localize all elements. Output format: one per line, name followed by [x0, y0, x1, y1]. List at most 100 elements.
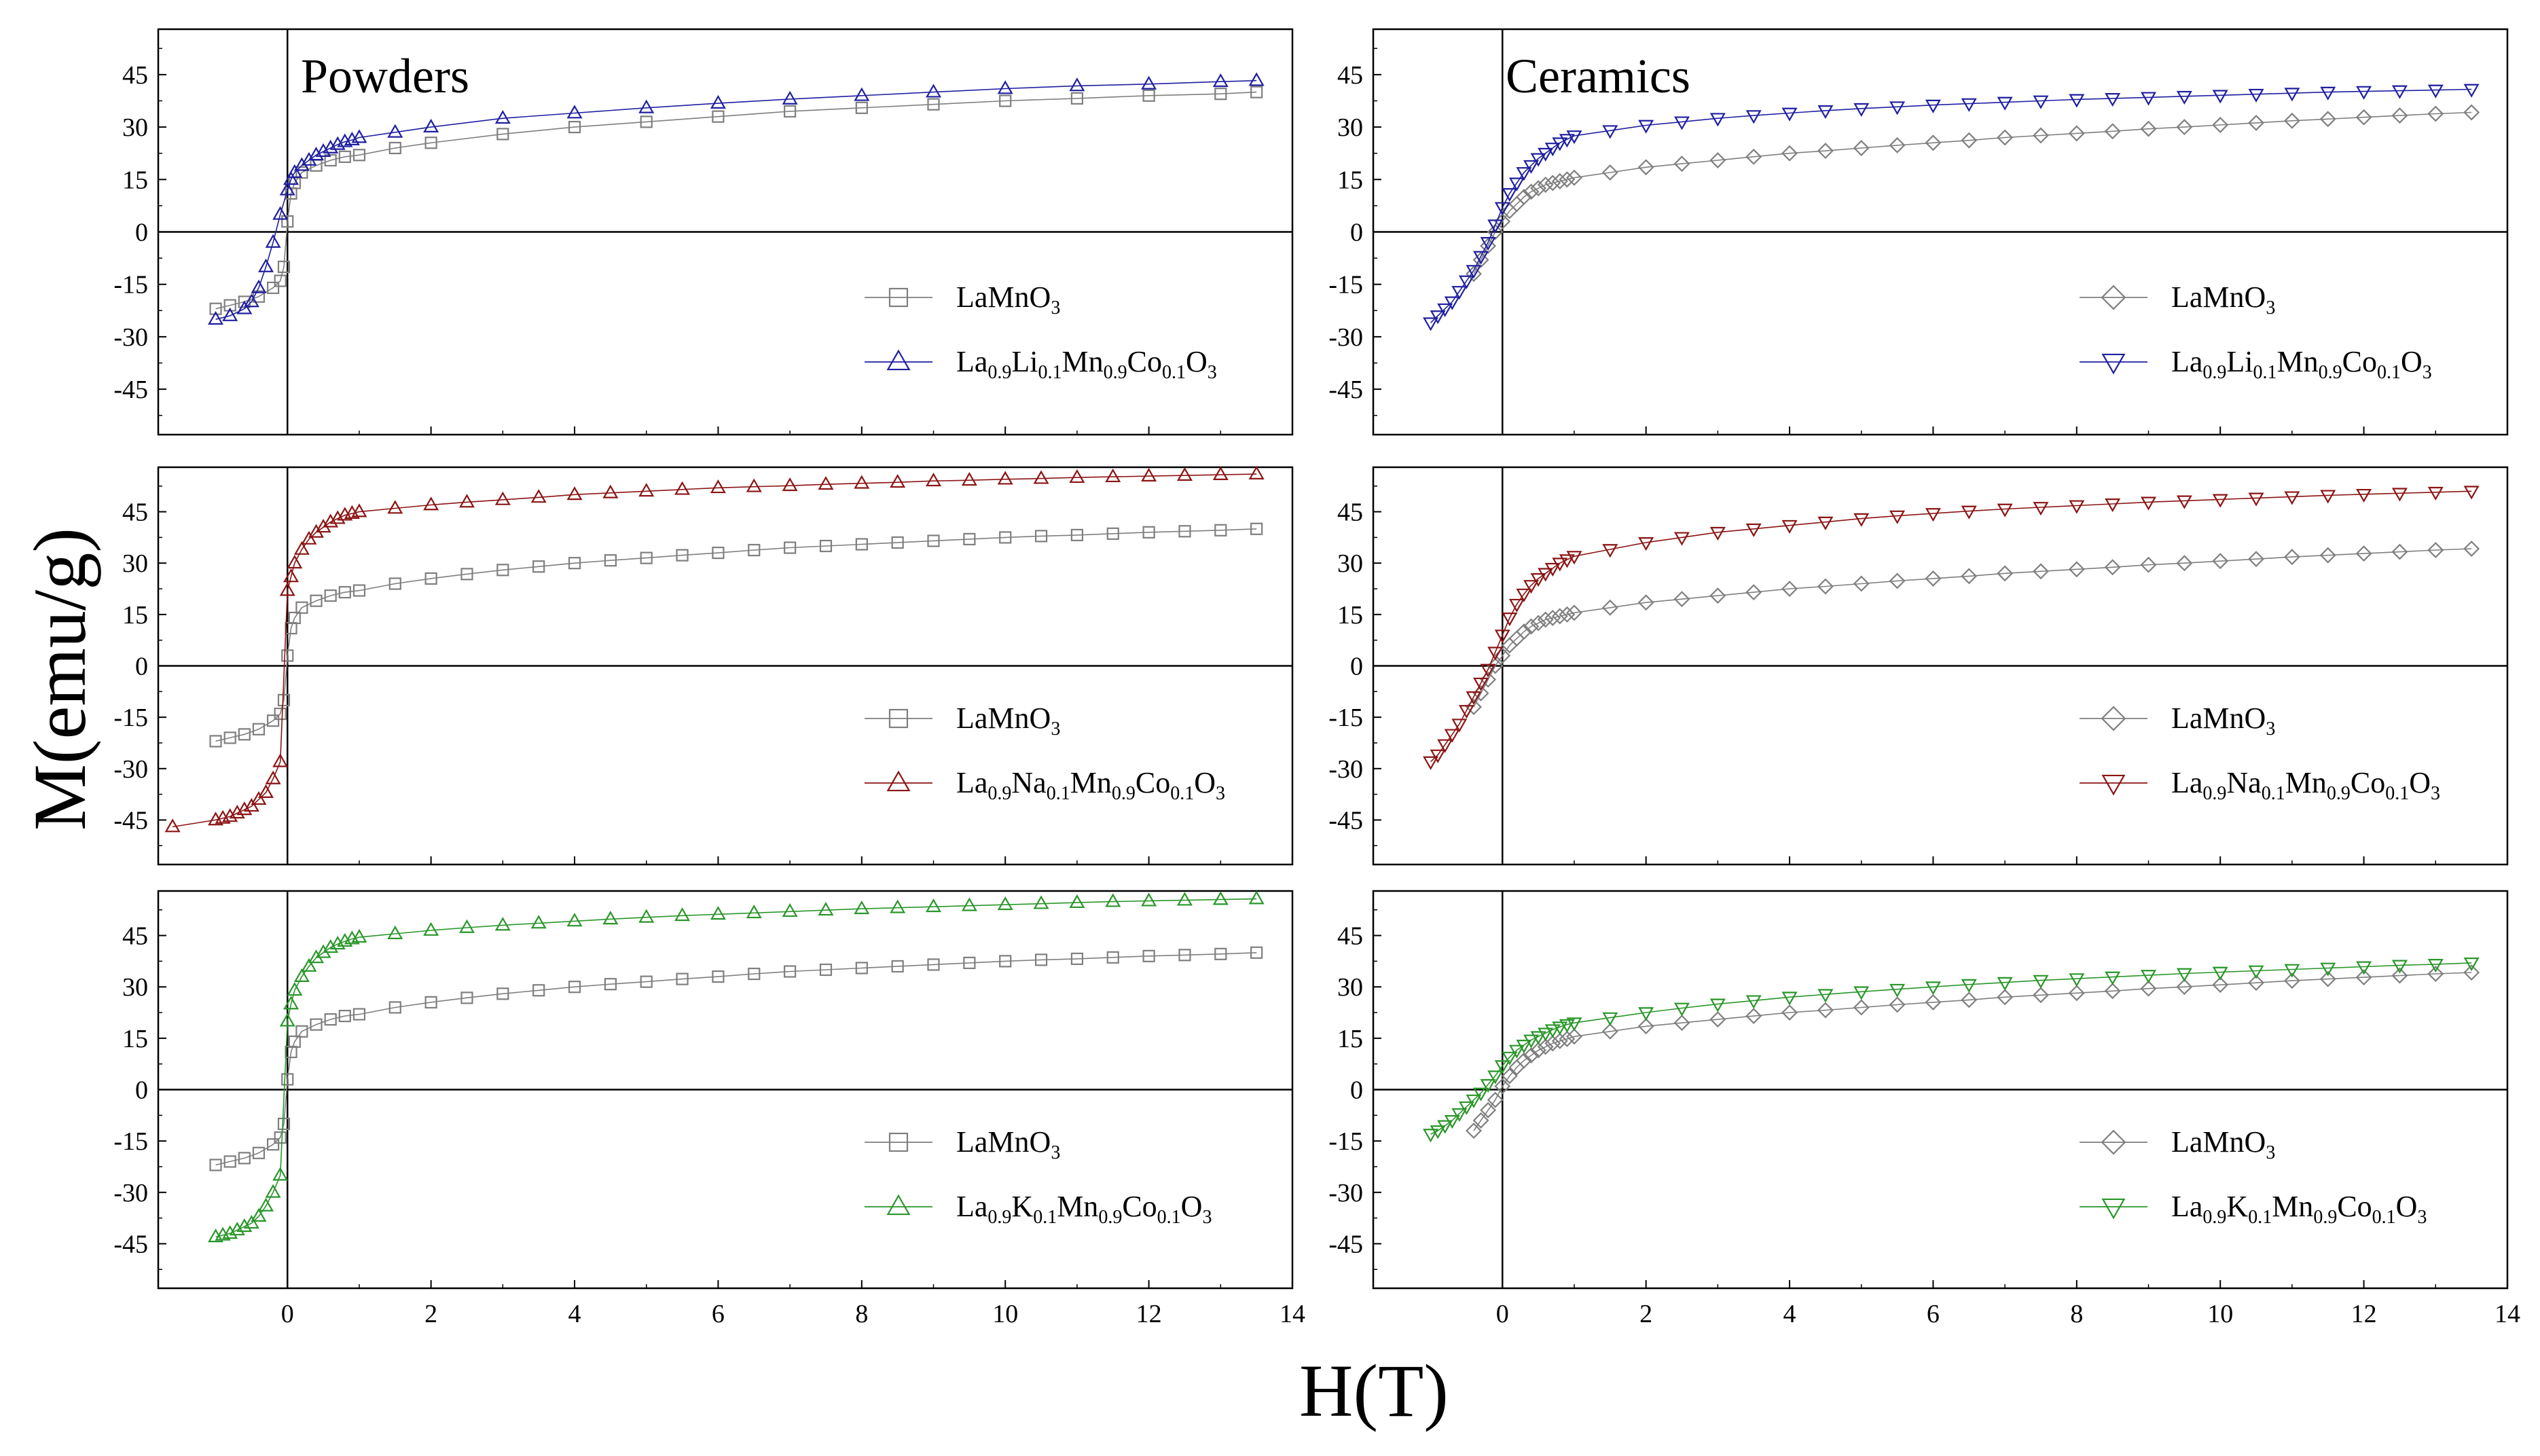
data-point: [2248, 965, 2264, 979]
data-point: [1637, 159, 1654, 176]
data-point: [1069, 77, 1085, 92]
data-point: [1997, 96, 2013, 111]
data-point: [338, 1009, 351, 1023]
legend-label: LaMnO3: [956, 280, 1060, 318]
y-tick-label: -15: [113, 1127, 148, 1156]
data-point: [352, 584, 366, 597]
data-point: [236, 300, 253, 314]
data-point: [1997, 989, 2014, 1006]
data-point: [1961, 568, 1978, 585]
data-point: [1530, 1031, 1546, 1045]
data-point: [1925, 99, 1941, 113]
data-point: [1451, 1108, 1468, 1123]
panel-title: Ceramics: [1506, 49, 1690, 103]
data-point: [329, 136, 346, 150]
data-point: [1638, 537, 1654, 551]
series-reference: [1466, 964, 2480, 1139]
data-point: [1817, 989, 1834, 1003]
data-point: [1502, 1051, 1518, 1066]
data-point: [2104, 983, 2121, 1000]
data-point: [223, 299, 236, 312]
data-point: [1473, 1087, 1489, 1102]
panel-ceramics-na: -45 -30 -15 0 15 30 45 LaMnO3 La0.9Na0.1Mn0.9Co0…: [1328, 466, 2509, 866]
data-point: [712, 546, 725, 560]
data-point: [927, 534, 940, 547]
data-point: [2176, 495, 2192, 509]
y-tick-label: 30: [1337, 113, 1363, 142]
data-point: [1494, 1060, 1510, 1074]
data-point: [164, 818, 181, 833]
data-point: [1544, 1035, 1561, 1052]
legend-marker: [2101, 774, 2126, 796]
y-tick-label: -45: [113, 1230, 148, 1258]
data-point: [1105, 893, 1121, 907]
data-point: [1250, 946, 1263, 959]
data-point: [1451, 718, 1468, 733]
y-tick-label: 15: [122, 601, 148, 630]
data-point: [1508, 177, 1525, 192]
data-point: [1601, 164, 1618, 181]
y-tick-label: -30: [1328, 323, 1363, 352]
y-tick-label: -45: [113, 376, 148, 404]
data-point: [458, 494, 475, 508]
data-point: [1853, 513, 1870, 527]
y-tick-label: -45: [113, 806, 148, 835]
data-point: [604, 978, 617, 991]
y-tick-label: -30: [1328, 755, 1363, 784]
data-point: [272, 1167, 289, 1181]
y-tick-label: 15: [1337, 601, 1363, 630]
data-point: [1565, 604, 1582, 621]
data-point: [1466, 1123, 1482, 1139]
data-point: [927, 98, 940, 111]
data-point: [1487, 219, 1504, 234]
panel-ceramics-k: -45 -30 -15 0 15 30 45 0 2 4 6 8 10 12 14 LaMnO3 La0.9K0…: [1328, 890, 2520, 1328]
data-point: [1212, 466, 1229, 480]
data-point: [1523, 1047, 1540, 1064]
y-tick-label: -30: [1328, 1179, 1363, 1207]
data-point: [338, 150, 351, 163]
data-point: [243, 293, 259, 308]
data-point: [963, 956, 976, 970]
data-point: [961, 897, 977, 911]
data-point: [1214, 947, 1227, 960]
data-point: [1516, 1040, 1532, 1054]
data-point: [1781, 581, 1798, 597]
data-point: [2212, 966, 2228, 981]
data-point: [351, 928, 367, 943]
legend-label: La0.9K0.1Mn0.9Co0.1O3: [956, 1190, 1212, 1228]
data-point: [258, 258, 274, 272]
legend-label: La0.9Na0.1Mn0.9Co0.1O3: [2171, 766, 2440, 804]
data-point: [2391, 488, 2408, 502]
data-point: [1961, 991, 1978, 1008]
data-point: [2463, 958, 2480, 972]
data-point: [818, 475, 834, 490]
data-point: [1033, 895, 1049, 909]
data-point: [1566, 130, 1582, 145]
data-point: [458, 919, 475, 933]
data-point: [854, 475, 870, 489]
data-point: [229, 1222, 245, 1236]
data-point: [272, 206, 289, 220]
data-point: [1487, 223, 1504, 240]
y-tick-label: 45: [122, 498, 148, 527]
series-line: [215, 528, 1257, 742]
data-point: [999, 955, 1012, 968]
data-point: [674, 907, 691, 922]
data-point: [2248, 492, 2264, 507]
data-point: [1745, 1008, 1762, 1025]
data-point: [1516, 167, 1532, 181]
series-line: [172, 473, 1257, 828]
data-point: [2463, 541, 2480, 557]
data-point: [1673, 156, 1690, 172]
data-point: [252, 723, 266, 735]
data-point: [1141, 467, 1157, 482]
y-tick-label: -30: [113, 755, 148, 784]
data-point: [1451, 286, 1468, 300]
data-point: [1141, 892, 1157, 907]
data-point: [710, 94, 726, 109]
data-point: [1523, 618, 1540, 635]
data-point: [229, 805, 245, 819]
x-tick-label: 4: [1783, 1300, 1796, 1328]
data-point: [1494, 202, 1510, 216]
data-point: [1853, 986, 1870, 1000]
